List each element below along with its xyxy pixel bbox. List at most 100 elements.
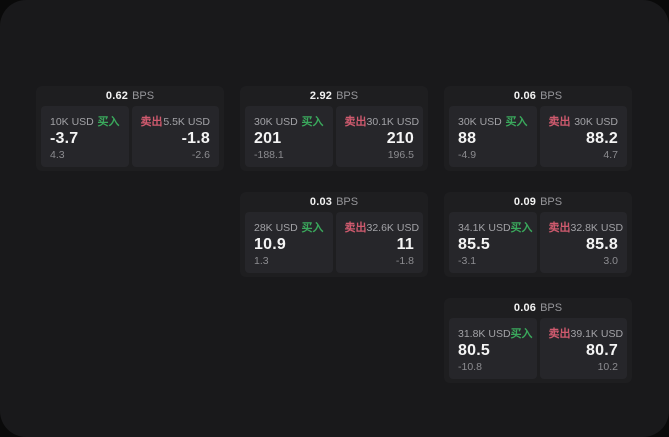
sell-side-label: 卖出 [140, 116, 163, 128]
cards-grid: 0.62 BPS 10K USD 买入 -3.7 4.3 卖出 5.5K USD… [36, 86, 632, 383]
bps-unit-label: BPS [540, 302, 563, 314]
buy-price: 80.5 [458, 342, 490, 360]
bps-unit-label: BPS [336, 196, 359, 208]
sell-panel[interactable]: 卖出 5.5K USD -1.8 -2.6 [131, 106, 219, 167]
bps-value: 0.06 [513, 90, 537, 102]
buy-panel-top: 28K USD 买入 [254, 219, 324, 235]
quote-panels: 30K USD 买入 201 -188.1 卖出 30.1K USD 210 1… [240, 106, 428, 171]
card-header: 2.92 BPS [240, 86, 428, 106]
buy-panel-top: 34.1K USD 买入 [458, 219, 533, 235]
sell-panel[interactable]: 卖出 32.8K USD 85.8 3.0 [539, 212, 627, 273]
buy-sub-value: 1.3 [254, 255, 269, 267]
sell-price: -1.8 [181, 130, 210, 148]
sell-price: 210 [386, 130, 414, 148]
quote-panels: 10K USD 买入 -3.7 4.3 卖出 5.5K USD -1.8 -2.… [36, 106, 224, 171]
sell-notional: 30.1K USD [366, 116, 420, 128]
buy-price: 201 [254, 130, 282, 148]
buy-panel-top: 10K USD 买入 [50, 113, 120, 129]
sell-side-label: 卖出 [548, 328, 571, 340]
bps-unit-label: BPS [132, 90, 155, 102]
sell-panel-top: 卖出 30.1K USD [344, 113, 420, 129]
sell-sub-value: 3.0 [603, 255, 618, 267]
buy-sub-value: -4.9 [458, 149, 477, 161]
bps-value: 0.06 [513, 302, 537, 314]
sell-sub-value: -1.8 [395, 255, 414, 267]
buy-side-label: 买入 [510, 328, 533, 340]
buy-sub-value: -188.1 [254, 149, 284, 161]
sell-panel[interactable]: 卖出 39.1K USD 80.7 10.2 [539, 318, 627, 379]
buy-panel-top: 30K USD 买入 [458, 113, 528, 129]
sell-panel-top: 卖出 5.5K USD [141, 113, 211, 129]
sell-panel[interactable]: 卖出 30.1K USD 210 196.5 [335, 106, 423, 167]
buy-notional: 34.1K USD [458, 222, 511, 234]
sell-panel-top: 卖出 39.1K USD [548, 325, 624, 341]
quote-card: 0.06 BPS 31.8K USD 买入 80.5 -10.8 卖出 39.1… [444, 298, 632, 383]
buy-notional: 31.8K USD [458, 328, 511, 340]
bps-unit-label: BPS [540, 90, 563, 102]
buy-panel[interactable]: 31.8K USD 买入 80.5 -10.8 [449, 318, 537, 379]
card-header: 0.06 BPS [444, 298, 632, 318]
sell-side-label: 卖出 [344, 222, 367, 234]
sell-price: 80.7 [586, 342, 618, 360]
buy-panel[interactable]: 10K USD 买入 -3.7 4.3 [41, 106, 129, 167]
card-header: 0.03 BPS [240, 192, 428, 212]
buy-side-label: 买入 [505, 116, 528, 128]
sell-sub-value: 196.5 [387, 149, 414, 161]
buy-panel[interactable]: 28K USD 买入 10.9 1.3 [245, 212, 333, 273]
card-header: 0.62 BPS [36, 86, 224, 106]
buy-notional: 10K USD [50, 116, 94, 128]
quote-card: 2.92 BPS 30K USD 买入 201 -188.1 卖出 30.1K … [240, 86, 428, 171]
sell-side-label: 卖出 [344, 116, 367, 128]
sell-price: 11 [396, 236, 414, 254]
buy-side-label: 买入 [510, 222, 533, 234]
buy-side-label: 买入 [97, 116, 120, 128]
sell-notional: 32.6K USD [366, 222, 420, 234]
buy-panel[interactable]: 34.1K USD 买入 85.5 -3.1 [449, 212, 537, 273]
sell-price: 85.8 [586, 236, 618, 254]
quote-card: 0.09 BPS 34.1K USD 买入 85.5 -3.1 卖出 32.8K… [444, 192, 632, 277]
buy-notional: 30K USD [254, 116, 298, 128]
buy-price: 85.5 [458, 236, 490, 254]
buy-price: 10.9 [254, 236, 286, 254]
bps-unit-label: BPS [540, 196, 563, 208]
buy-price: 88 [458, 130, 477, 148]
quote-panels: 30K USD 买入 88 -4.9 卖出 30K USD 88.2 4.7 [444, 106, 632, 171]
buy-panel[interactable]: 30K USD 买入 201 -188.1 [245, 106, 333, 167]
sell-notional: 30K USD [574, 116, 618, 128]
buy-panel-top: 31.8K USD 买入 [458, 325, 533, 341]
sell-panel[interactable]: 卖出 30K USD 88.2 4.7 [539, 106, 627, 167]
buy-notional: 28K USD [254, 222, 298, 234]
quote-panels: 28K USD 买入 10.9 1.3 卖出 32.6K USD 11 -1.8 [240, 212, 428, 277]
buy-sub-value: -3.1 [458, 255, 477, 267]
bps-value: 0.03 [309, 196, 333, 208]
buy-panel[interactable]: 30K USD 买入 88 -4.9 [449, 106, 537, 167]
buy-price: -3.7 [50, 130, 79, 148]
quote-panels: 31.8K USD 买入 80.5 -10.8 卖出 39.1K USD 80.… [444, 318, 632, 383]
sell-notional: 39.1K USD [570, 328, 624, 340]
sell-sub-value: 4.7 [603, 149, 618, 161]
buy-sub-value: 4.3 [50, 149, 65, 161]
bps-value: 0.62 [105, 90, 129, 102]
quote-card: 0.03 BPS 28K USD 买入 10.9 1.3 卖出 32.6K US… [240, 192, 428, 277]
buy-side-label: 买入 [301, 116, 324, 128]
sell-panel-top: 卖出 32.8K USD [548, 219, 624, 235]
card-header: 0.06 BPS [444, 86, 632, 106]
bps-value: 0.09 [513, 196, 537, 208]
quote-panels: 34.1K USD 买入 85.5 -3.1 卖出 32.8K USD 85.8… [444, 212, 632, 277]
buy-sub-value: -10.8 [458, 361, 482, 373]
sell-side-label: 卖出 [548, 116, 571, 128]
buy-panel-top: 30K USD 买入 [254, 113, 324, 129]
quote-card: 0.62 BPS 10K USD 买入 -3.7 4.3 卖出 5.5K USD… [36, 86, 224, 171]
sell-panel-top: 卖出 32.6K USD [344, 219, 420, 235]
buy-side-label: 买入 [301, 222, 324, 234]
card-header: 0.09 BPS [444, 192, 632, 212]
bps-value: 2.92 [309, 90, 333, 102]
quote-card: 0.06 BPS 30K USD 买入 88 -4.9 卖出 30K USD 8… [444, 86, 632, 171]
buy-notional: 30K USD [458, 116, 502, 128]
sell-price: 88.2 [586, 130, 618, 148]
sell-side-label: 卖出 [548, 222, 571, 234]
sell-panel-top: 卖出 30K USD [549, 113, 619, 129]
sell-panel[interactable]: 卖出 32.6K USD 11 -1.8 [335, 212, 423, 273]
sell-notional: 5.5K USD [163, 116, 210, 128]
sell-sub-value: -2.6 [191, 149, 210, 161]
